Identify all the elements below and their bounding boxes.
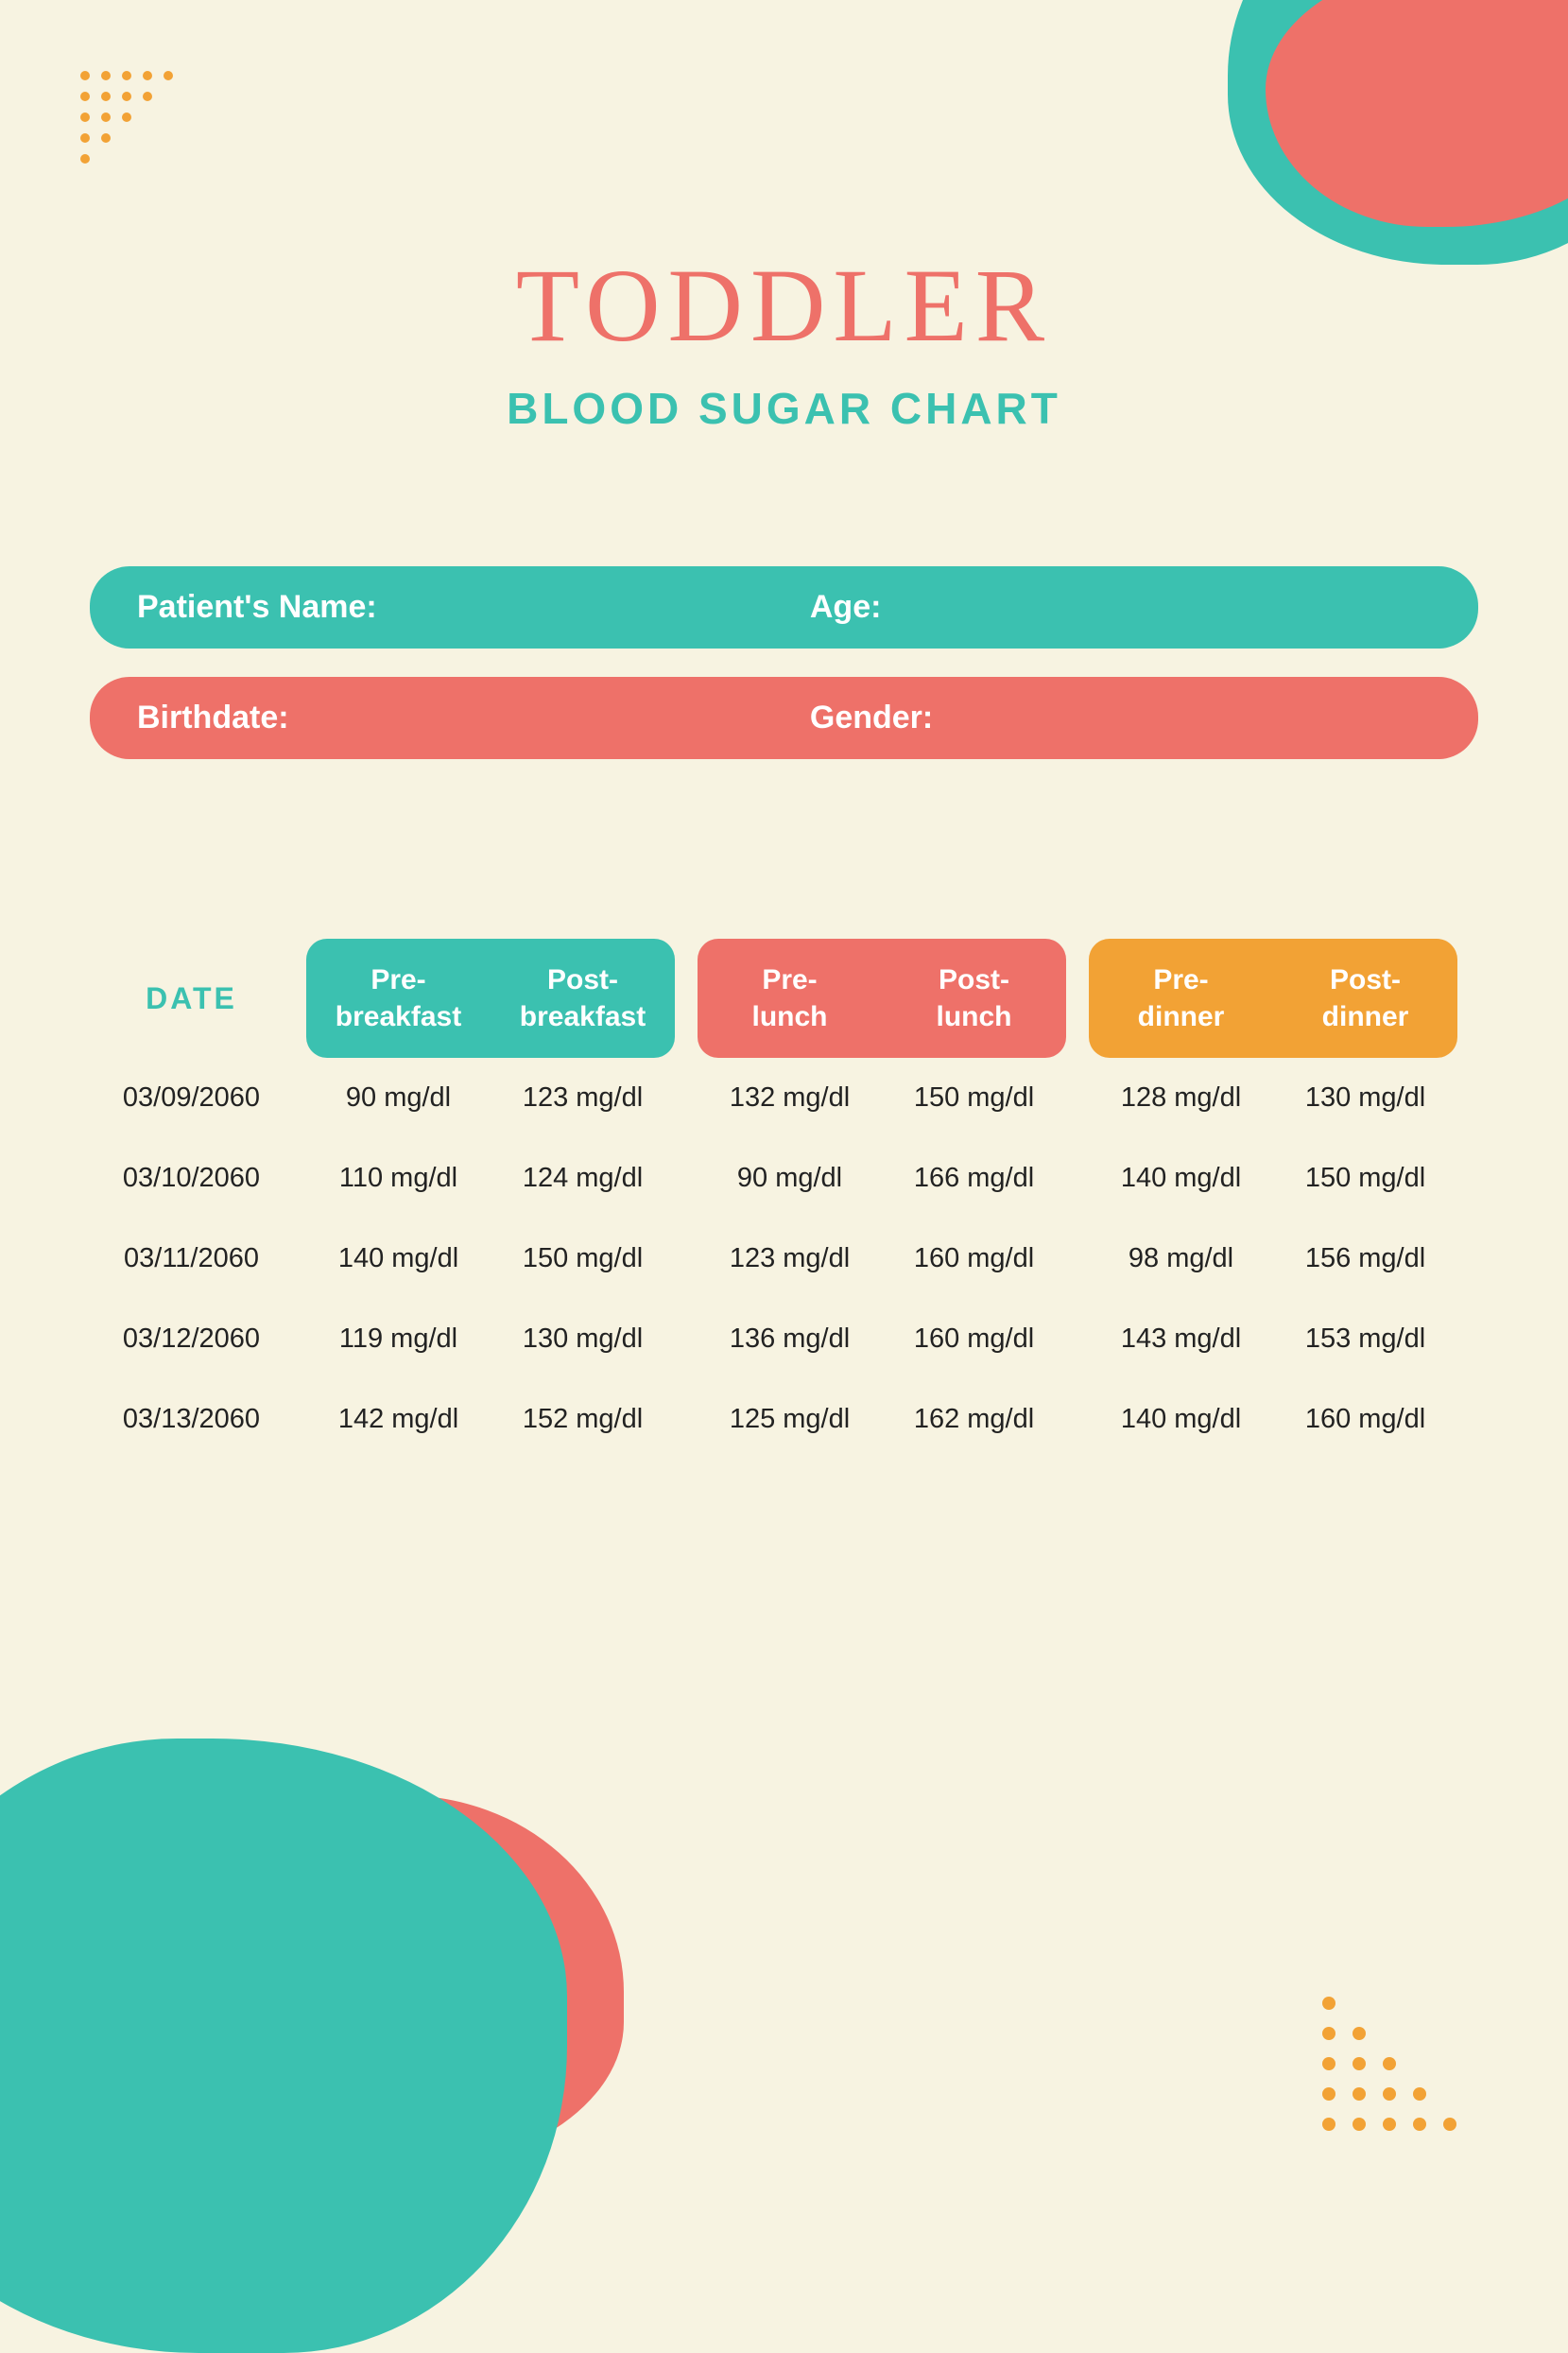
table-header: DATE Pre-breakfast Post-breakfast Pre-lu… [99,939,1469,1058]
table-row: 03/13/2060 142 mg/dl 152 mg/dl 125 mg/dl… [99,1379,1469,1460]
col-pre-lunch: Pre-lunch [698,961,882,1035]
cell-post-breakfast: 123 mg/dl [491,1082,675,1114]
cell-pre-dinner: 140 mg/dl [1089,1163,1273,1194]
cell-post-dinner: 160 mg/dl [1273,1404,1457,1435]
cell-pair-breakfast: 142 mg/dl 152 mg/dl [306,1404,675,1435]
cell-post-dinner: 150 mg/dl [1273,1163,1457,1194]
cell-pre-breakfast: 140 mg/dl [306,1243,491,1274]
info-row-1: Patient's Name: Age: [90,566,1478,649]
cell-pre-lunch: 123 mg/dl [698,1243,882,1274]
cell-post-breakfast: 152 mg/dl [491,1404,675,1435]
label-birthdate: Birthdate: [137,700,810,736]
cell-post-dinner: 156 mg/dl [1273,1243,1457,1274]
cell-post-breakfast: 124 mg/dl [491,1163,675,1194]
cell-post-breakfast: 150 mg/dl [491,1243,675,1274]
page-title: TODDLER [90,246,1478,366]
cell-post-lunch: 162 mg/dl [882,1404,1066,1435]
readings-table: DATE Pre-breakfast Post-breakfast Pre-lu… [90,939,1478,1460]
col-post-breakfast: Post-breakfast [491,961,675,1035]
table-row: 03/11/2060 140 mg/dl 150 mg/dl 123 mg/dl… [99,1219,1469,1299]
decor-blob-teal-bottom-left [0,1739,567,2353]
cell-post-dinner: 153 mg/dl [1273,1324,1457,1355]
cell-pair-lunch: 136 mg/dl 160 mg/dl [698,1324,1066,1355]
table-row: 03/09/2060 90 mg/dl 123 mg/dl 132 mg/dl … [99,1058,1469,1138]
cell-pre-dinner: 98 mg/dl [1089,1243,1273,1274]
cell-post-breakfast: 130 mg/dl [491,1324,675,1355]
col-group-dinner: Pre-dinner Post-dinner [1089,939,1457,1058]
cell-pre-dinner: 128 mg/dl [1089,1082,1273,1114]
cell-pre-lunch: 132 mg/dl [698,1082,882,1114]
label-gender: Gender: [810,700,1431,736]
cell-pre-breakfast: 110 mg/dl [306,1163,491,1194]
table-row: 03/12/2060 119 mg/dl 130 mg/dl 136 mg/dl… [99,1299,1469,1379]
col-group-lunch: Pre-lunch Post-lunch [698,939,1066,1058]
cell-pre-breakfast: 90 mg/dl [306,1082,491,1114]
table-body: 03/09/2060 90 mg/dl 123 mg/dl 132 mg/dl … [99,1058,1469,1460]
cell-pair-lunch: 90 mg/dl 166 mg/dl [698,1163,1066,1194]
col-pre-dinner: Pre-dinner [1089,961,1273,1035]
info-row-2: Birthdate: Gender: [90,677,1478,759]
patient-info: Patient's Name: Age: Birthdate: Gender: [90,566,1478,759]
label-patient-name: Patient's Name: [137,589,810,626]
col-pre-breakfast: Pre-breakfast [306,961,491,1035]
cell-post-lunch: 150 mg/dl [882,1082,1066,1114]
table-row: 03/10/2060 110 mg/dl 124 mg/dl 90 mg/dl … [99,1138,1469,1219]
cell-pair-breakfast: 119 mg/dl 130 mg/dl [306,1324,675,1355]
decor-dots-bottom-right [1322,1980,1473,2131]
cell-pair-dinner: 128 mg/dl 130 mg/dl [1089,1082,1457,1114]
cell-pre-dinner: 143 mg/dl [1089,1324,1273,1355]
cell-pair-breakfast: 140 mg/dl 150 mg/dl [306,1243,675,1274]
cell-pre-lunch: 125 mg/dl [698,1404,882,1435]
cell-date: 03/09/2060 [99,1082,284,1114]
cell-date: 03/12/2060 [99,1324,284,1355]
col-post-dinner: Post-dinner [1273,961,1457,1035]
cell-pair-lunch: 125 mg/dl 162 mg/dl [698,1404,1066,1435]
cell-pair-lunch: 123 mg/dl 160 mg/dl [698,1243,1066,1274]
cell-pair-dinner: 98 mg/dl 156 mg/dl [1089,1243,1457,1274]
cell-date: 03/10/2060 [99,1163,284,1194]
cell-pair-breakfast: 110 mg/dl 124 mg/dl [306,1163,675,1194]
cell-post-lunch: 160 mg/dl [882,1324,1066,1355]
cell-date: 03/11/2060 [99,1243,284,1274]
cell-pre-lunch: 90 mg/dl [698,1163,882,1194]
cell-pre-breakfast: 119 mg/dl [306,1324,491,1355]
cell-pair-dinner: 140 mg/dl 150 mg/dl [1089,1163,1457,1194]
cell-post-lunch: 166 mg/dl [882,1163,1066,1194]
cell-pre-lunch: 136 mg/dl [698,1324,882,1355]
cell-pair-dinner: 143 mg/dl 153 mg/dl [1089,1324,1457,1355]
cell-pre-dinner: 140 mg/dl [1089,1404,1273,1435]
page-subtitle: BLOOD SUGAR CHART [90,383,1478,434]
cell-post-lunch: 160 mg/dl [882,1243,1066,1274]
col-date-heading: DATE [99,981,284,1016]
cell-date: 03/13/2060 [99,1404,284,1435]
cell-pair-dinner: 140 mg/dl 160 mg/dl [1089,1404,1457,1435]
cell-pair-breakfast: 90 mg/dl 123 mg/dl [306,1082,675,1114]
cell-pre-breakfast: 142 mg/dl [306,1404,491,1435]
label-age: Age: [810,589,1431,626]
col-group-breakfast: Pre-breakfast Post-breakfast [306,939,675,1058]
cell-post-dinner: 130 mg/dl [1273,1082,1457,1114]
cell-pair-lunch: 132 mg/dl 150 mg/dl [698,1082,1066,1114]
col-post-lunch: Post-lunch [882,961,1066,1035]
